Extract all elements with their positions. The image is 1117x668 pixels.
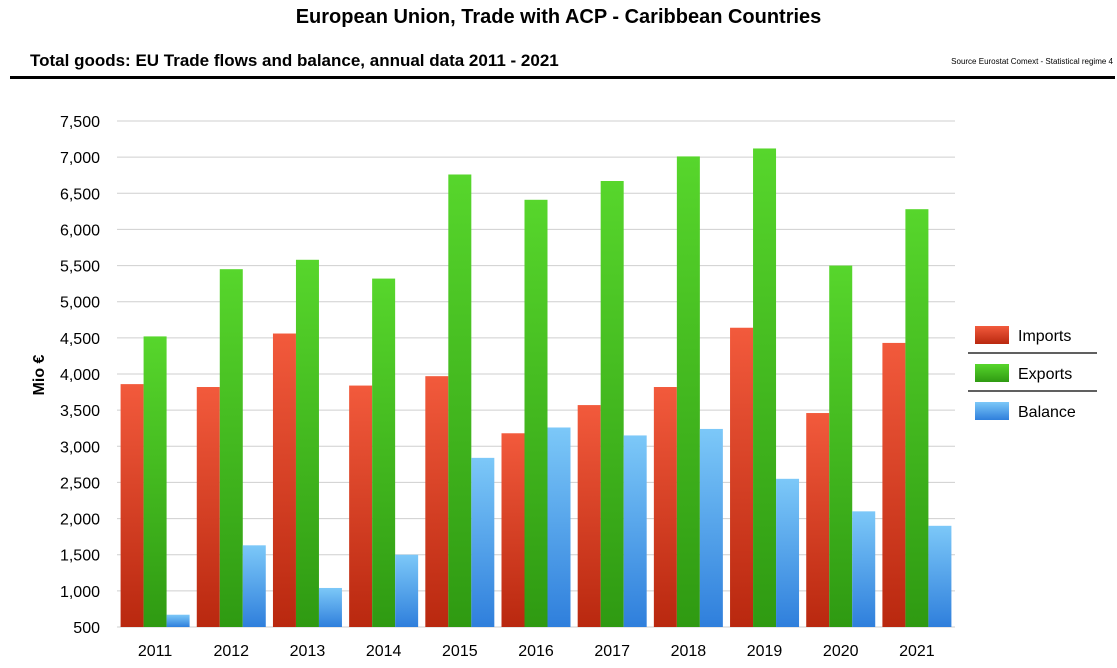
y-tick-label: 5,000 — [60, 295, 100, 312]
bar-exports — [524, 199, 548, 627]
bar-imports — [272, 333, 296, 627]
bar-exports — [905, 209, 929, 627]
bar-imports — [120, 384, 144, 627]
bar-imports — [196, 387, 220, 627]
legend: Imports Exports Balance — [968, 326, 1097, 421]
legend-swatch-exports — [975, 364, 1009, 382]
bar-balance — [471, 457, 495, 627]
bar-balance — [395, 554, 419, 627]
y-tick-label: 7,000 — [60, 150, 100, 167]
y-tick-label: 2,500 — [60, 475, 100, 492]
y-tick-label: 500 — [73, 620, 100, 637]
x-axis-ticks: 2011 2012 2013 2014 2015 2016 2017 2018 2019 2020… — [138, 643, 935, 660]
bar-balance — [776, 478, 800, 627]
bar-exports — [448, 174, 472, 627]
bar-exports — [219, 269, 243, 627]
x-tick-label: 2019 — [747, 643, 783, 660]
bar-exports — [829, 265, 853, 627]
bar-exports — [295, 259, 319, 627]
legend-swatch-imports — [975, 326, 1009, 344]
x-tick-label: 2012 — [213, 643, 249, 660]
legend-swatch-balance — [975, 402, 1009, 420]
y-tick-label: 3,000 — [60, 439, 100, 456]
bar-exports — [676, 156, 700, 628]
y-tick-label: 6,500 — [60, 186, 100, 203]
y-tick-label: 5,500 — [60, 259, 100, 276]
bar-imports — [577, 405, 601, 627]
x-tick-label: 2020 — [823, 643, 859, 660]
source-note: Source Eurostat Comext - Statistical reg… — [951, 57, 1113, 66]
legend-label-exports: Exports — [1018, 366, 1072, 383]
chart-title: European Union, Trade with ACP - Caribbe… — [295, 6, 822, 28]
x-tick-label: 2021 — [899, 643, 935, 660]
y-tick-label: 7,500 — [60, 114, 100, 131]
bar-balance — [547, 427, 571, 627]
legend-label-balance: Balance — [1018, 404, 1076, 421]
bar-balance — [242, 545, 266, 627]
bar-balance — [928, 525, 952, 627]
header-divider — [10, 76, 1115, 79]
bar-imports — [501, 433, 525, 627]
bar-imports — [730, 327, 754, 627]
y-tick-label: 4,500 — [60, 331, 100, 348]
bar-exports — [143, 336, 167, 627]
bar-imports — [806, 413, 830, 627]
chart-subtitle: Total goods: EU Trade flows and balance,… — [30, 51, 559, 70]
y-axis-ticks: 500 1,000 1,500 2,000 2,500 3,000 3,500 4,000 4,… — [60, 114, 100, 637]
bar-balance — [623, 435, 647, 627]
bar-imports — [882, 342, 906, 627]
y-axis-label: Mio € — [31, 354, 48, 395]
y-tick-label: 1,000 — [60, 584, 100, 601]
x-tick-label: 2011 — [138, 643, 173, 660]
x-tick-label: 2014 — [366, 643, 402, 660]
bar-balance — [852, 511, 876, 627]
x-tick-label: 2018 — [671, 643, 707, 660]
legend-label-imports: Imports — [1018, 328, 1071, 345]
y-tick-label: 6,000 — [60, 222, 100, 239]
bar-balance — [318, 587, 342, 627]
bar-imports — [425, 376, 449, 627]
bar-exports — [372, 278, 396, 627]
y-tick-label: 1,500 — [60, 548, 100, 565]
bar-imports — [653, 387, 677, 627]
y-tick-label: 4,000 — [60, 367, 100, 384]
bar-imports — [349, 385, 373, 627]
x-tick-label: 2017 — [594, 643, 630, 660]
x-tick-label: 2013 — [290, 643, 326, 660]
bar-exports — [600, 180, 624, 628]
bars — [120, 148, 952, 628]
x-tick-label: 2016 — [518, 643, 554, 660]
y-tick-label: 2,000 — [60, 512, 100, 529]
bar-exports — [753, 148, 777, 627]
x-tick-label: 2015 — [442, 643, 478, 660]
bar-balance — [699, 428, 723, 627]
y-tick-label: 3,500 — [60, 403, 100, 420]
bar-balance — [166, 614, 190, 627]
